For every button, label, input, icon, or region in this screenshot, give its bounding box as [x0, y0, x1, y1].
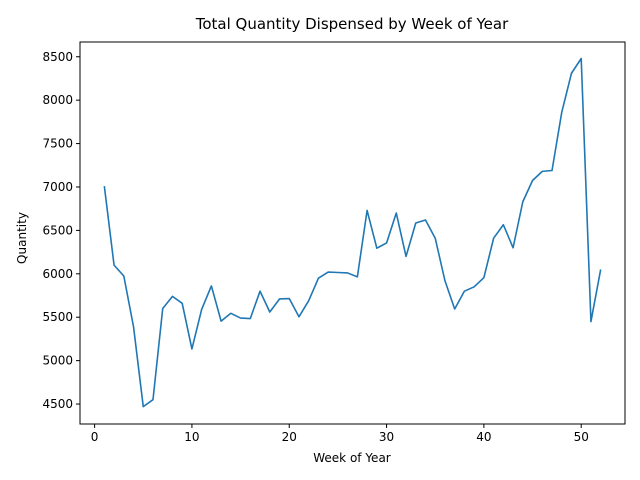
y-tick-label: 5500	[42, 310, 73, 324]
y-axis-label: Quantity	[15, 212, 29, 264]
y-tick-label: 7000	[42, 180, 73, 194]
y-tick-label: 4500	[42, 397, 73, 411]
y-tick-label: 5000	[42, 354, 73, 368]
plot-area	[79, 41, 626, 425]
x-axis: 0 10 20 30 40 50	[91, 424, 589, 444]
y-tick-label: 8000	[42, 93, 73, 107]
y-tick-label: 7500	[42, 137, 73, 151]
y-tick-label: 8500	[42, 50, 73, 64]
x-tick-label: 50	[574, 430, 589, 444]
y-tick-label: 6500	[42, 223, 73, 237]
y-axis: 4500 5000 5500 6000 6500 7000 7500 8000 8500	[42, 50, 80, 411]
x-tick-label: 20	[282, 430, 297, 444]
y-tick-label: 6000	[42, 267, 73, 281]
x-axis-label: Week of Year	[313, 451, 391, 465]
x-tick-label: 10	[184, 430, 199, 444]
chart-title: Total Quantity Dispensed by Week of Year	[195, 15, 509, 33]
x-tick-label: 0	[91, 430, 99, 444]
plot-frame	[79, 41, 626, 425]
series-line-0	[103, 57, 602, 408]
x-tick-label: 40	[476, 430, 491, 444]
x-tick-label: 30	[379, 430, 394, 444]
